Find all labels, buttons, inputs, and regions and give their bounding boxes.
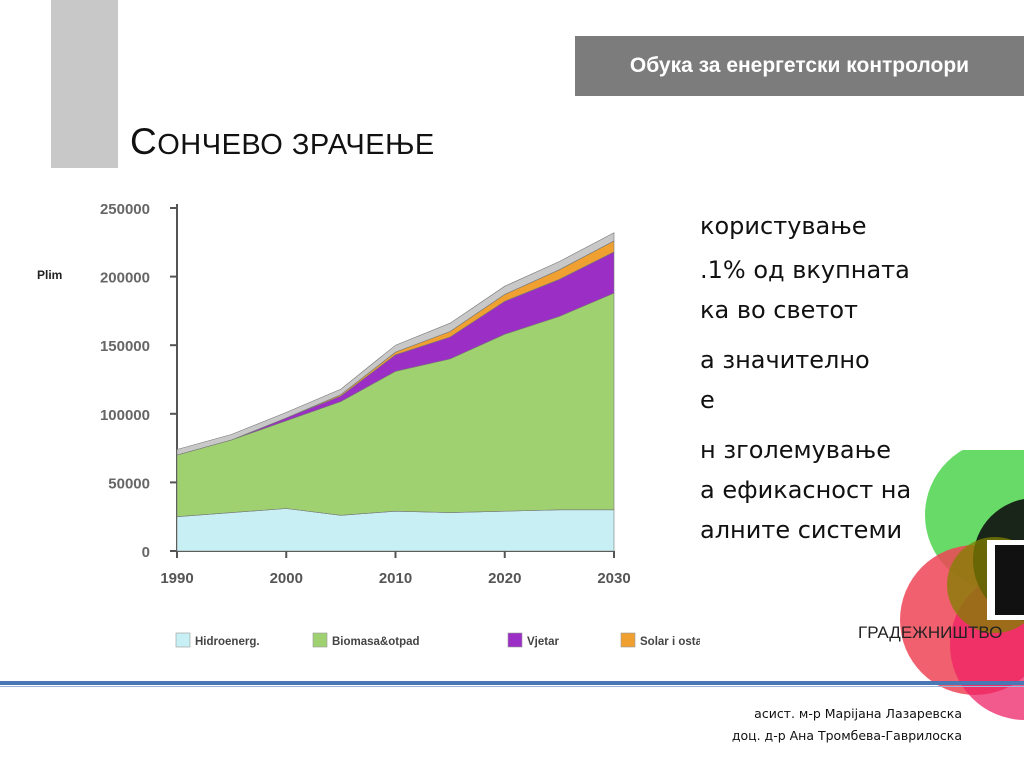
- x-tick-label: 1990: [160, 570, 193, 587]
- x-tick-label: 2010: [379, 570, 412, 587]
- slide-title-rest: ОНЧЕВО ЗРАЧЕЊЕ: [157, 129, 435, 161]
- x-tick-label: 2020: [488, 570, 521, 587]
- y-tick-label: 200000: [100, 270, 150, 287]
- body-line: н зголемување: [700, 436, 891, 464]
- decorative-gray-bar: [51, 0, 118, 168]
- area-series-4: [176, 232, 615, 456]
- y-tick-label: 150000: [100, 338, 150, 355]
- energy-area-chart: 250000 200000 150000 100000 50000 0 1990 2000 20…: [37, 201, 712, 648]
- body-line: а значително: [700, 346, 870, 374]
- legend-label: Biomasa&otpad: [332, 636, 420, 648]
- body-line: е: [700, 386, 715, 414]
- author-2: доц. д-р Ана Тромбева-Гаврилоска: [731, 728, 962, 743]
- footer-divider-thin: [0, 686, 1024, 687]
- body-line: ка во светот: [700, 296, 859, 324]
- slide-title-initial: С: [130, 121, 158, 162]
- slide-title: СОНЧЕВО ЗРАЧЕЊЕ: [130, 121, 435, 163]
- legend-swatch: [175, 632, 191, 648]
- y-tick-label: 0: [142, 544, 150, 561]
- body-line: а ефикасност на: [700, 476, 912, 504]
- author-1: асист. м-р Марijана Лазаревска: [754, 706, 962, 721]
- area-series-0: [176, 508, 615, 552]
- y-axis-label: Plim: [37, 268, 62, 282]
- y-tick-label: 50000: [108, 475, 150, 492]
- x-tick-label: 2030: [597, 570, 630, 587]
- chart-panel: 250000 200000 150000 100000 50000 0 1990 2000 20…: [0, 186, 712, 676]
- x-tick-label: 2000: [270, 570, 303, 587]
- legend-label: Vjetar: [527, 636, 559, 648]
- legend-swatch: [312, 632, 328, 648]
- body-line: користување: [700, 212, 867, 240]
- logo-circles-icon: [900, 450, 1024, 720]
- course-title: Обука за енергетски контролори: [629, 54, 970, 77]
- course-header: Обука за енергетски контролори: [575, 36, 1024, 96]
- logo-label: ГРАДЕЖНИШТВО: [858, 623, 1003, 642]
- authors-block: асист. м-р Марijана Лазаревска доц. д-р …: [732, 703, 962, 747]
- body-line: алните системи: [700, 516, 903, 544]
- area-series-1: [176, 292, 615, 518]
- body-line: .1% од вкупната: [700, 256, 910, 284]
- slide-body-text: користување .1% од вкупната ка во светот…: [700, 208, 1020, 548]
- legend-label: Hidroenerg.: [195, 636, 260, 648]
- legend-swatch: [507, 632, 523, 648]
- legend-label: Solar i ostalo: [640, 636, 700, 648]
- footer-divider: [0, 681, 1024, 685]
- legend-swatch: [620, 632, 636, 648]
- faculty-logo: [895, 450, 1024, 740]
- y-tick-label: 100000: [100, 407, 150, 424]
- y-tick-label: 250000: [100, 201, 150, 218]
